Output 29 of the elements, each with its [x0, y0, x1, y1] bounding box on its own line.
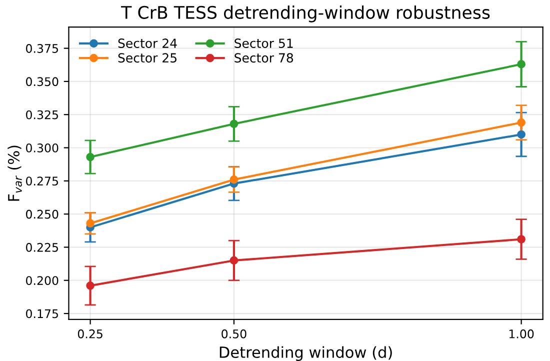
- legend-label: Sector 51: [234, 38, 293, 48]
- y-tick-label: 0.225: [26, 242, 58, 252]
- chart-title: T CrB TESS detrending-window robustness: [121, 6, 490, 22]
- point: [517, 118, 526, 127]
- y-tick-label: 0.250: [26, 210, 58, 219]
- point: [86, 152, 94, 162]
- legend-label: Sector 24: [118, 38, 177, 48]
- y-tick-label: 0.375: [26, 44, 58, 53]
- legend-label: Sector 78: [234, 53, 294, 63]
- x-tick-label: 0.25: [78, 329, 102, 338]
- y-tick-label: 0.350: [26, 77, 58, 86]
- point: [86, 219, 94, 228]
- x-tick-label: 0.50: [222, 329, 246, 338]
- point: [517, 60, 526, 68]
- y-tick-label: 0.300: [26, 143, 58, 152]
- point: [230, 120, 238, 128]
- x-axis-title: Detrending window (d): [220, 346, 392, 361]
- y-tick-label: 0.200: [26, 276, 58, 286]
- point: [517, 130, 526, 139]
- y-tick-label: 0.175: [26, 309, 58, 318]
- point: [230, 256, 238, 265]
- x-tick-label: 1.00: [509, 329, 534, 338]
- y-tick-label: 0.325: [26, 110, 58, 120]
- y-tick-label: 0.275: [26, 176, 58, 186]
- point: [86, 282, 94, 290]
- legend-label: Sector 25: [118, 53, 176, 63]
- y-axis-title: F$_{var}$ (%): [8, 146, 22, 201]
- point: [230, 175, 238, 184]
- point: [517, 235, 526, 244]
